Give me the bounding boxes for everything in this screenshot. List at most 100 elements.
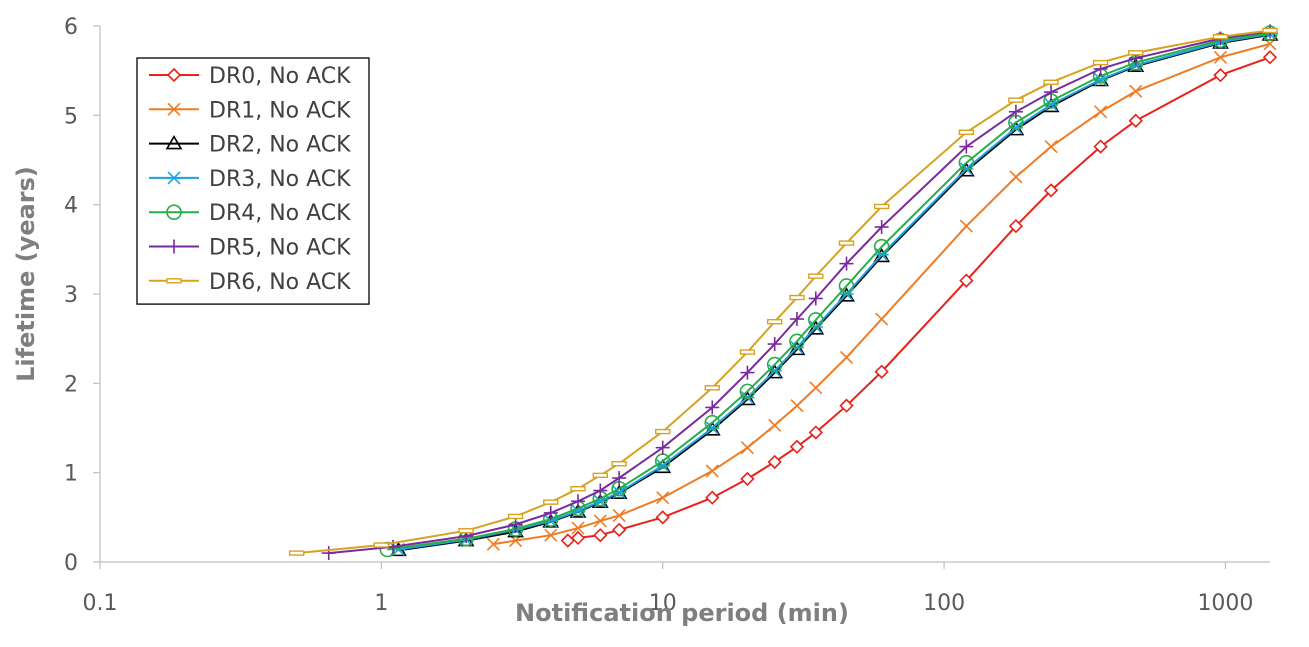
y-tick-label: 4 xyxy=(64,194,78,219)
data-point xyxy=(1093,73,1108,87)
data-point xyxy=(766,318,783,325)
data-point xyxy=(839,256,854,271)
data-point xyxy=(704,414,721,431)
data-point xyxy=(1043,79,1059,85)
series-1 xyxy=(486,37,1277,551)
legend-label: DR2, No ACK xyxy=(209,133,351,158)
legend-marker xyxy=(167,171,181,185)
data-point xyxy=(808,312,824,328)
data-point xyxy=(705,400,720,415)
data-point xyxy=(655,428,671,435)
legend-marker xyxy=(167,239,181,254)
data-point xyxy=(1212,34,1229,40)
data-point xyxy=(544,528,558,542)
legend-box xyxy=(136,57,370,305)
data-point xyxy=(543,499,559,505)
data-point xyxy=(739,383,756,400)
data-point xyxy=(1093,139,1108,154)
legend-entry: DR2, No ACK xyxy=(149,133,351,158)
legend-marker xyxy=(165,135,183,150)
y-tick-label: 1 xyxy=(64,462,78,487)
data-point xyxy=(543,505,558,520)
series-0 xyxy=(560,50,1278,548)
data-point xyxy=(838,240,855,246)
data-point xyxy=(808,273,824,279)
data-point xyxy=(486,537,500,551)
y-tick-label: 0 xyxy=(64,551,78,576)
data-point xyxy=(656,491,670,505)
data-point xyxy=(704,385,720,391)
data-point xyxy=(739,349,756,355)
data-point xyxy=(740,471,755,487)
data-point xyxy=(1213,50,1228,64)
y-tick-label: 3 xyxy=(64,283,78,308)
data-point xyxy=(571,494,586,509)
data-point xyxy=(808,425,823,440)
data-point xyxy=(705,490,720,505)
data-point xyxy=(592,472,609,479)
data-point xyxy=(809,381,823,395)
data-point xyxy=(1262,50,1278,65)
data-point xyxy=(593,483,608,498)
data-point xyxy=(839,398,854,413)
data-point xyxy=(1043,183,1059,198)
series-line xyxy=(387,32,1271,551)
data-point xyxy=(612,471,627,486)
legend-entry: DR1, No ACK xyxy=(149,98,351,123)
x-tick-label: 0.1 xyxy=(83,591,118,616)
data-point xyxy=(1129,84,1143,98)
data-point xyxy=(768,418,782,432)
legend-marker xyxy=(166,278,182,284)
data-point xyxy=(288,550,305,556)
data-point xyxy=(612,508,626,523)
series-6 xyxy=(288,27,1278,556)
y-axis-title: Lifetime (years) xyxy=(12,166,40,382)
legend-marker xyxy=(167,102,181,116)
legend-entry: DR0, No ACK xyxy=(149,64,351,89)
y-tick-label: 6 xyxy=(64,15,78,40)
legend-entry: DR4, No ACK xyxy=(149,201,351,226)
data-point xyxy=(808,291,823,306)
data-point xyxy=(1094,105,1108,119)
data-point xyxy=(958,154,975,171)
data-point xyxy=(571,521,585,535)
data-point xyxy=(1009,170,1023,184)
data-point xyxy=(507,513,524,520)
data-point xyxy=(373,542,390,548)
data-point xyxy=(874,364,889,379)
data-point xyxy=(740,441,754,455)
data-point xyxy=(458,528,474,534)
legend-label: DR4, No ACK xyxy=(209,201,351,226)
data-point xyxy=(789,294,805,301)
data-point xyxy=(1008,97,1024,103)
legend-label: DR0, No ACK xyxy=(209,64,351,89)
data-point xyxy=(1262,27,1278,34)
data-point xyxy=(1213,68,1228,83)
data-point xyxy=(766,356,783,373)
data-point xyxy=(508,517,523,532)
data-point xyxy=(321,546,336,561)
series-layer xyxy=(288,24,1279,561)
data-point xyxy=(570,530,586,546)
legend-entry: DR6, No ACK xyxy=(149,270,351,295)
legend-marker xyxy=(166,204,182,220)
x-axis-title: Notification period (min) xyxy=(515,599,849,627)
data-point xyxy=(873,238,890,255)
data-point xyxy=(611,461,627,467)
data-point xyxy=(789,333,805,350)
series-line xyxy=(398,33,1271,551)
data-point xyxy=(1128,50,1144,56)
data-point xyxy=(1044,85,1059,100)
data-point xyxy=(593,528,608,543)
data-point xyxy=(705,464,719,478)
data-point xyxy=(958,129,975,136)
data-point xyxy=(1008,218,1024,234)
data-point xyxy=(839,350,854,364)
x-tick-label: 1 xyxy=(374,591,388,616)
data-point xyxy=(655,440,670,455)
data-point xyxy=(593,514,607,528)
data-point xyxy=(570,486,586,492)
data-point xyxy=(767,337,782,352)
data-point xyxy=(959,139,974,154)
